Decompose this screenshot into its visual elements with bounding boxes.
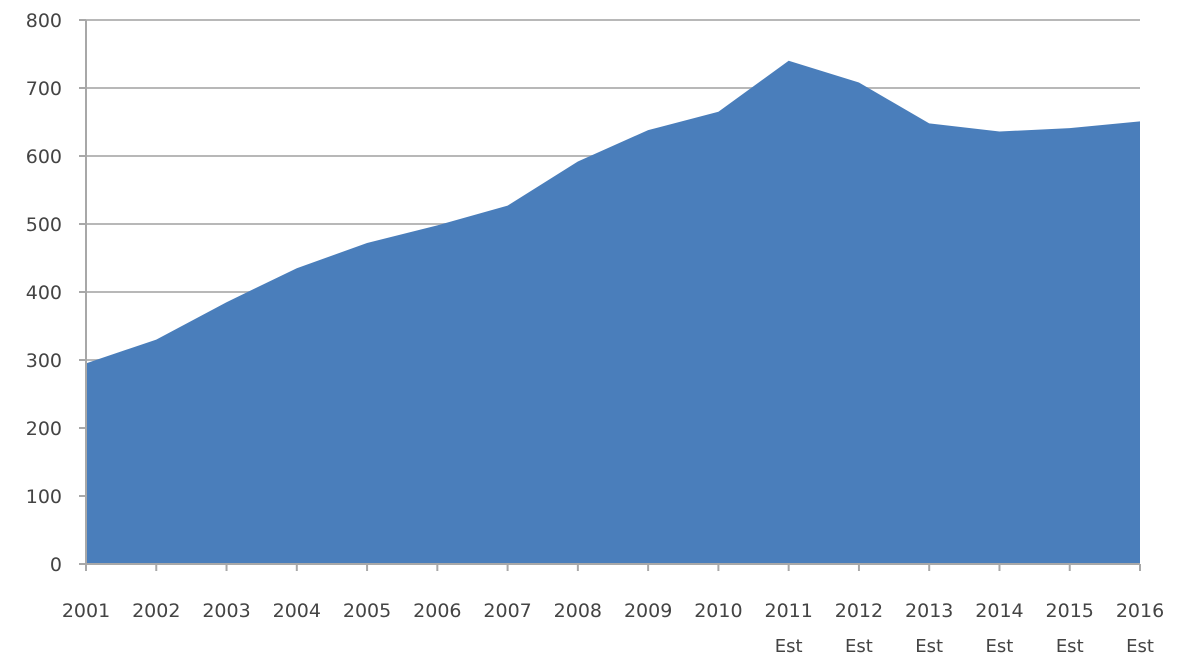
x-tick-label-2004: 2004 <box>273 600 321 622</box>
y-tick-label-100: 100 <box>26 486 62 508</box>
y-tick-label-600: 600 <box>26 146 62 168</box>
x-tick-sublabel-2015: Est <box>1056 636 1084 657</box>
x-tick-label-2003: 2003 <box>202 600 250 622</box>
x-tick-label-2012: 2012 <box>835 600 883 622</box>
x-tick-sublabel-2016: Est <box>1126 636 1154 657</box>
x-tick-label-2013: 2013 <box>905 600 953 622</box>
x-tick-label-2002: 2002 <box>132 600 180 622</box>
axes <box>79 19 1141 571</box>
x-tick-label-2007: 2007 <box>483 600 531 622</box>
x-tick-label-2001: 2001 <box>62 600 110 622</box>
x-tick-label-2011: 2011 <box>764 600 812 622</box>
x-tick-label-2015: 2015 <box>1046 600 1094 622</box>
x-tick-label-2010: 2010 <box>694 600 742 622</box>
x-tick-label-2008: 2008 <box>554 600 602 622</box>
y-tick-label-800: 800 <box>26 10 62 32</box>
x-tick-sublabel-2013: Est <box>915 636 943 657</box>
area-series <box>86 60 1140 565</box>
x-tick-label-2016: 2016 <box>1116 600 1164 622</box>
x-tick-label-2005: 2005 <box>343 600 391 622</box>
x-tick-sublabel-2011: Est <box>775 636 803 657</box>
y-tick-label-0: 0 <box>50 554 62 576</box>
y-tick-label-400: 400 <box>26 282 62 304</box>
y-tick-label-300: 300 <box>26 350 62 372</box>
y-tick-label-700: 700 <box>26 78 62 100</box>
x-tick-label-2009: 2009 <box>624 600 672 622</box>
x-tick-label-2006: 2006 <box>413 600 461 622</box>
y-tick-label-200: 200 <box>26 418 62 440</box>
y-axis-tick-labels: 0 100 200 300 400 500 600 700 800 <box>26 10 62 576</box>
area-series-fill <box>86 60 1140 565</box>
x-axis-tick-labels: 2001 2002 2003 2004 2005 2006 2007 2008 2009 2010… <box>62 600 1164 657</box>
x-tick-sublabel-2012: Est <box>845 636 873 657</box>
x-tick-label-2014: 2014 <box>975 600 1023 622</box>
y-tick-label-500: 500 <box>26 214 62 236</box>
x-tick-sublabel-2014: Est <box>986 636 1014 657</box>
